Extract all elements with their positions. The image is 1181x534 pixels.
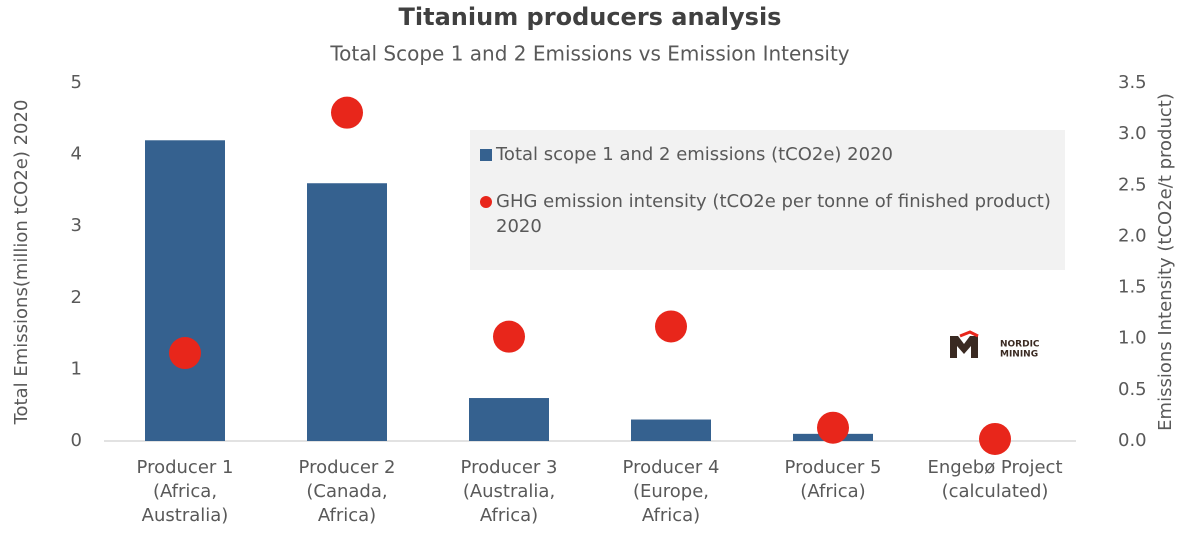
x-tick-label-line: Engebø Project: [927, 457, 1062, 478]
logo-accent: [959, 330, 979, 338]
chart-title: Titanium producers analysis: [399, 3, 782, 31]
x-tick-label-line: (Canada,: [306, 481, 387, 502]
y-tick-label: 2: [71, 287, 82, 308]
x-tick-label-line: (calculated): [942, 481, 1049, 502]
y-axis-label: Total Emissions(million tCO2e) 2020: [11, 100, 32, 426]
x-tick-label: Producer 5 (Africa): [785, 457, 882, 502]
x-tick-label-line: Producer 5: [785, 457, 882, 478]
x-tick-label: Producer 4 (Europe, Africa): [623, 457, 720, 526]
x-tick-label-line: Australia): [142, 505, 229, 526]
x-tick-label: Engebø Project (calculated): [927, 457, 1062, 502]
logo-text: MINING: [1000, 350, 1038, 360]
x-tick-label-line: Africa): [480, 505, 538, 526]
y-tick-label: 3: [71, 215, 82, 236]
logo-text: NORDIC: [1000, 340, 1040, 350]
y2-tick-label: 2.5: [1118, 174, 1147, 195]
y2-tick-label: 1.0: [1118, 328, 1147, 349]
y-tick-label: 0: [71, 430, 82, 451]
y-tick-label: 5: [71, 72, 82, 93]
y2-tick-label: 1.5: [1118, 277, 1147, 298]
legend-swatch: [480, 149, 492, 161]
legend-item: GHG emission intensity (tCO2e per tonne …: [480, 189, 1055, 239]
logo: NORDIC MINING: [950, 330, 1040, 360]
x-tick-label-line: Africa): [642, 505, 700, 526]
x-tick-label-line: Producer 4: [623, 457, 720, 478]
x-tick-label-line: Producer 2: [299, 457, 396, 478]
chart-subtitle: Total Scope 1 and 2 Emissions vs Emissio…: [329, 42, 849, 66]
y2-tick-label: 2.0: [1118, 225, 1147, 246]
legend-swatch: [480, 196, 492, 208]
x-tick-label-line: Africa): [318, 505, 376, 526]
dot: [979, 422, 1011, 455]
x-tick-label-line: (Europe,: [633, 481, 709, 502]
y2-tick-label: 0.5: [1118, 379, 1147, 400]
x-tick-label: Producer 1 (Africa, Australia): [137, 457, 234, 526]
bar: [307, 183, 387, 442]
x-tick-label-line: Producer 1: [137, 457, 234, 478]
y-tick-label: 1: [71, 358, 82, 379]
dot: [817, 411, 849, 444]
y-tick-label: 4: [71, 144, 82, 165]
dot: [331, 96, 363, 129]
x-tick-label-line: Producer 3: [461, 457, 558, 478]
legend-label: Total scope 1 and 2 emissions (tCO2e) 20…: [496, 144, 893, 165]
bar: [145, 140, 225, 441]
dot: [169, 337, 201, 370]
legend-label: GHG emission intensity (tCO2e per tonne …: [496, 191, 1051, 237]
x-tick-label: Producer 3 (Australia, Africa): [461, 457, 558, 526]
legend-item: Total scope 1 and 2 emissions (tCO2e) 20…: [480, 142, 1055, 167]
bar: [631, 419, 711, 441]
dot: [655, 310, 687, 343]
y2-tick-label: 0.0: [1118, 430, 1147, 451]
y2-axis-label: Emissions Intensity (tCO2e/t product): [1155, 93, 1176, 431]
x-tick-label-line: (Africa): [800, 481, 865, 502]
x-tick-label-line: (Africa,: [153, 481, 217, 502]
x-tick-label: Producer 2 (Canada, Africa): [299, 457, 396, 526]
x-tick-label-line: (Australia,: [463, 481, 555, 502]
logo-mark: [950, 336, 978, 358]
legend: Total scope 1 and 2 emissions (tCO2e) 20…: [470, 130, 1065, 270]
y2-tick-label: 3.0: [1118, 123, 1147, 144]
y2-tick-label: 3.5: [1118, 72, 1147, 93]
dot: [493, 320, 525, 353]
bar: [469, 398, 549, 441]
